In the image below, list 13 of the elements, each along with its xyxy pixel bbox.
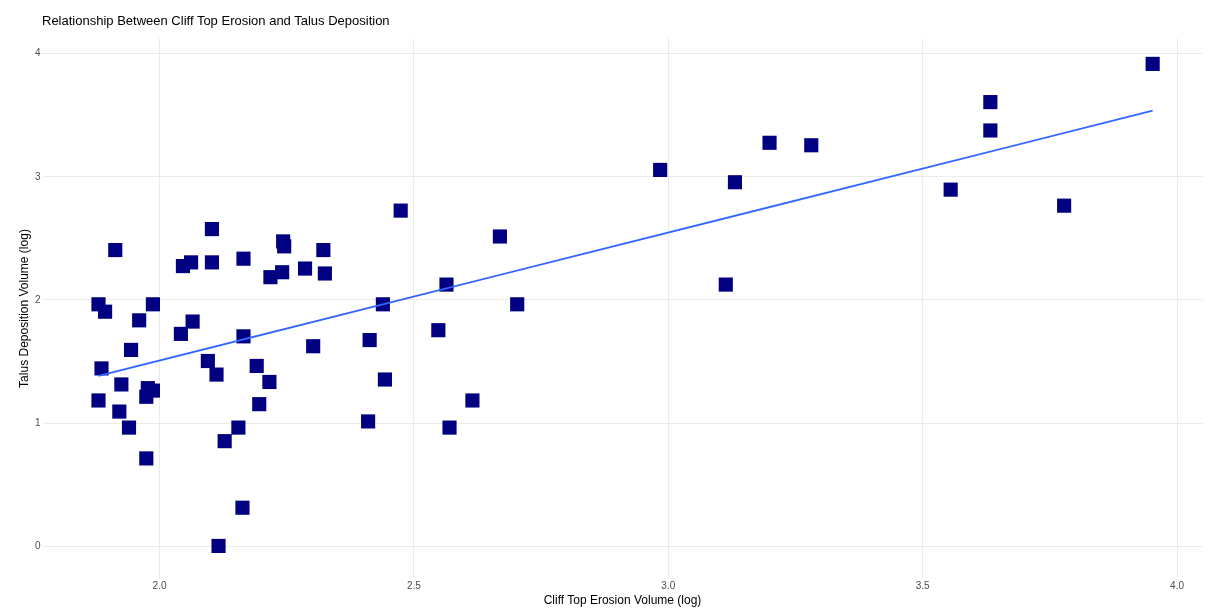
y-tick-label: 1	[34, 417, 41, 429]
x-tick-label: 3.5	[915, 579, 931, 591]
y-tick-label: 2	[34, 293, 41, 305]
x-tick-label: 4.0	[1170, 579, 1185, 591]
y-tick-label: 4	[34, 47, 41, 59]
chart-title: Relationship Between Cliff Top Erosion and Talus Deposition	[42, 13, 390, 28]
y-tick-label: 3	[34, 170, 41, 182]
x-tick-label: 2.5	[406, 579, 422, 591]
x-tick-label: 2.0	[152, 579, 167, 591]
x-tick-label: 3.0	[661, 579, 676, 591]
x-axis-title: Cliff Top Erosion Volume (log)	[543, 592, 702, 607]
y-tick-label: 0	[34, 540, 41, 552]
y-axis-title: Talus Deposition Volume (log)	[16, 229, 31, 388]
